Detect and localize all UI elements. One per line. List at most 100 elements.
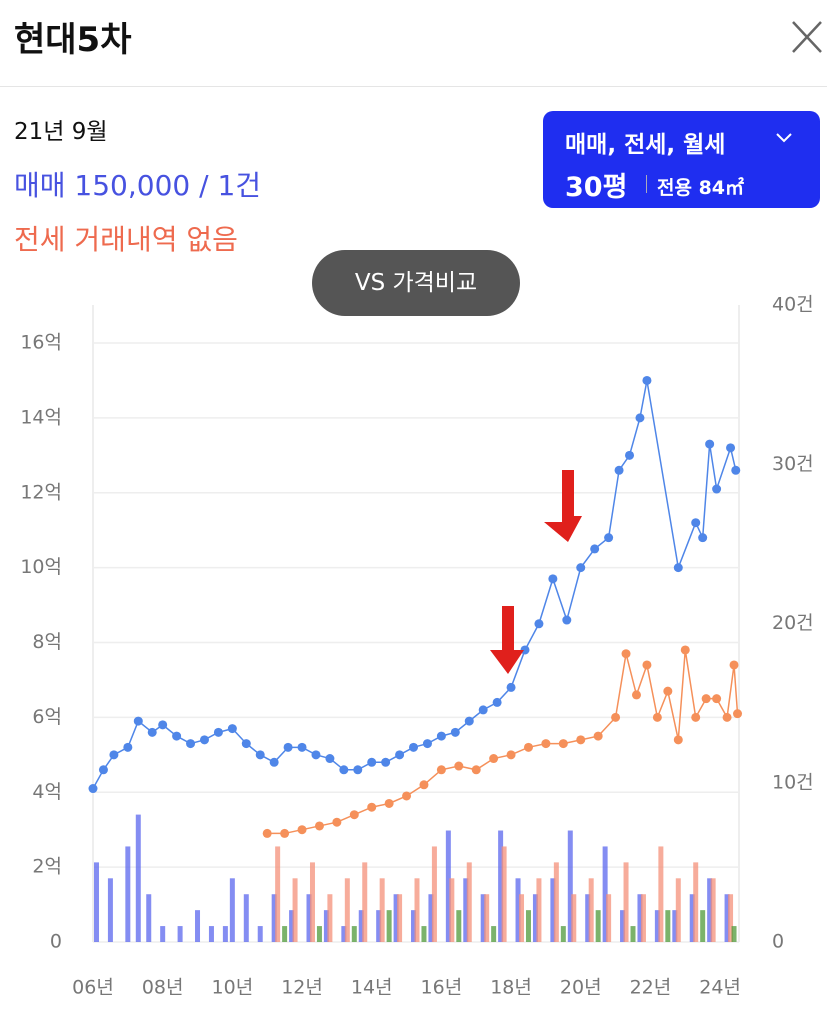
price-point: [88, 784, 98, 794]
volume-bar: [484, 894, 490, 942]
y-tick-label: 0: [50, 931, 62, 953]
volume-bar: [323, 910, 329, 942]
price-point: [172, 731, 182, 741]
price-point: [712, 694, 722, 704]
price-point: [489, 754, 499, 764]
volume-bar: [306, 894, 312, 942]
volume-bar: [588, 878, 594, 942]
volume-bar: [567, 830, 573, 942]
volume-bar: [519, 894, 525, 942]
close-button[interactable]: [790, 18, 824, 56]
volume-bar: [208, 926, 214, 942]
volume-bar: [672, 910, 678, 942]
volume-bar: [491, 926, 497, 942]
x-tick-label: 22년: [630, 977, 672, 999]
price-point: [436, 765, 446, 775]
price-point: [123, 742, 133, 752]
y-tick-label: 8억: [32, 631, 62, 653]
volume-bar: [536, 878, 542, 942]
volume-bar: [707, 878, 713, 942]
price-point: [419, 780, 429, 790]
price-point: [621, 649, 631, 659]
volume-bar: [675, 878, 681, 942]
volume-bar: [316, 926, 322, 942]
volume-bar: [525, 910, 531, 942]
volume-bar: [358, 910, 364, 942]
price-point: [534, 619, 544, 629]
price-point: [367, 757, 377, 767]
price-point: [297, 825, 307, 835]
volume-bar: [553, 862, 559, 942]
x-tick-label: 18년: [490, 977, 532, 999]
volume-bar: [550, 878, 556, 942]
volume-bar: [379, 878, 385, 942]
volume-bar: [275, 846, 281, 942]
price-point: [339, 765, 349, 775]
volume-bar: [282, 926, 288, 942]
y-tick-label: 10억: [20, 556, 62, 578]
price-point: [652, 712, 662, 722]
price-point: [729, 660, 739, 670]
price-point: [478, 705, 488, 715]
filter-button[interactable]: 매매, 전세, 월세 30평 전용 84㎡: [543, 111, 820, 208]
price-point: [614, 465, 624, 475]
price-point: [395, 750, 405, 760]
price-point: [548, 574, 558, 584]
volume-bar: [595, 910, 601, 942]
price-point: [691, 518, 701, 528]
price-point: [147, 727, 157, 737]
volume-bar: [463, 878, 469, 942]
jeonse-info: 전세 거래내역 없음: [14, 223, 238, 256]
price-point: [663, 686, 673, 696]
divider: [0, 86, 827, 87]
price-point: [227, 724, 237, 734]
price-point: [698, 533, 708, 543]
price-point: [109, 750, 119, 760]
volume-bar: [421, 926, 427, 942]
price-point: [604, 533, 614, 543]
price-point: [523, 742, 533, 752]
volume-bar: [292, 878, 298, 942]
price-point: [492, 697, 502, 707]
x-tick-label: 08년: [142, 977, 184, 999]
price-point: [450, 727, 460, 737]
price-point: [642, 660, 652, 670]
volume-bar: [397, 894, 403, 942]
volume-bar: [560, 926, 566, 942]
price-point: [133, 716, 143, 726]
price-point: [576, 563, 586, 573]
price-point: [506, 682, 516, 692]
compare-button[interactable]: VS 가격비교: [312, 250, 520, 316]
price-point: [213, 727, 223, 737]
price-point: [558, 739, 568, 749]
price-point: [381, 757, 391, 767]
price-line: [92, 380, 737, 789]
volume-bar: [532, 894, 538, 942]
price-point: [325, 754, 335, 764]
price-point: [409, 742, 419, 752]
volume-bar: [700, 910, 706, 942]
volume-bar: [710, 878, 716, 942]
x-tick-label: 10년: [212, 977, 254, 999]
price-point: [712, 484, 722, 494]
price-point: [673, 563, 683, 573]
volume-bar: [728, 894, 734, 942]
volume-bar: [351, 926, 357, 942]
y2-tick-label: 20건: [772, 612, 814, 634]
volume-bar: [585, 894, 591, 942]
volume-bar: [362, 862, 368, 942]
price-point: [701, 694, 711, 704]
trade-types: 매매, 전세, 월세: [565, 132, 726, 158]
price-point: [691, 712, 701, 722]
price-point: [733, 709, 743, 719]
volume-bar: [93, 862, 99, 942]
volume-bar: [414, 878, 420, 942]
volume-bar: [135, 814, 141, 942]
price-point: [402, 791, 412, 801]
price-point: [680, 645, 690, 655]
volume-bar: [515, 878, 521, 942]
price-point: [635, 413, 645, 423]
volume-bar: [665, 910, 671, 942]
price-point: [422, 739, 432, 749]
